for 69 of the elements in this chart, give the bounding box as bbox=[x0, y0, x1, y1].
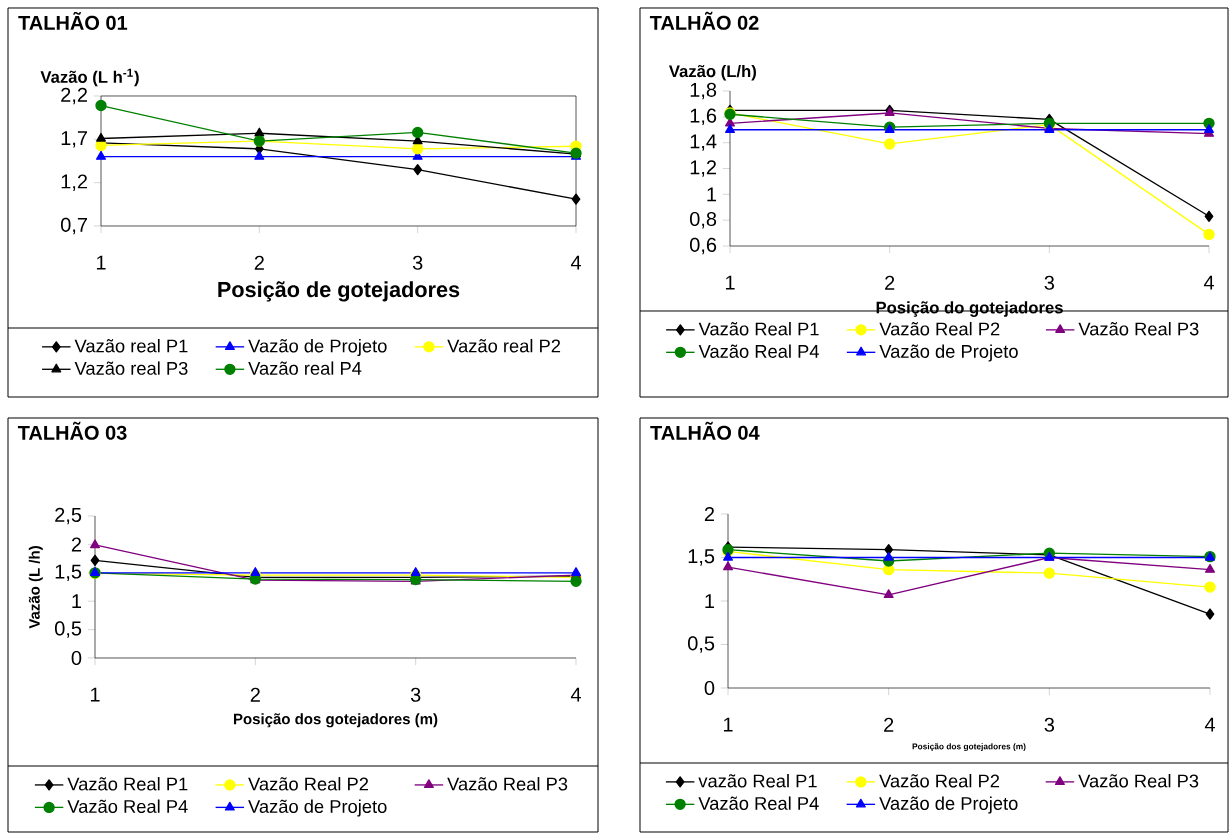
x-axis-title: Posição dos gotejadores (m) bbox=[233, 713, 438, 728]
x-tick-label: 3 bbox=[412, 255, 423, 270]
x-tick-label: 2 bbox=[885, 275, 895, 290]
legend-label: Vazão real P1 bbox=[74, 338, 188, 353]
y-tick-label: 0,5 bbox=[54, 621, 82, 638]
legend-label: vazão Real P1 bbox=[698, 774, 817, 788]
y-tick-label: 0,8 bbox=[689, 211, 717, 229]
chart-title: TALHÃO 02 bbox=[649, 11, 759, 30]
x-tick-label: 4 bbox=[1204, 717, 1215, 732]
y-tick-label: 0 bbox=[71, 650, 82, 666]
x-axis-title: Posição do gotejadores bbox=[876, 301, 1063, 317]
y-axis-title: Vazão (L h$^{-1}$) bbox=[40, 68, 139, 87]
x-tick-label: 3 bbox=[1044, 717, 1055, 732]
x-tick-label: 4 bbox=[1203, 275, 1214, 290]
legend-label: Vazão Real P4 bbox=[698, 796, 819, 810]
legend-label: Vazão Real P4 bbox=[67, 799, 188, 813]
x-tick-label: 1 bbox=[96, 255, 106, 270]
x-tick-label: 2 bbox=[254, 255, 264, 270]
y-axis-title: Vazão (L/h) bbox=[668, 64, 756, 81]
legend-label: Vazão real P2 bbox=[447, 338, 561, 353]
y-tick-label: 0 bbox=[704, 680, 715, 696]
legend-label: Vazão Real P3 bbox=[1078, 774, 1199, 788]
legend-label: Vazão Real P2 bbox=[248, 777, 369, 791]
y-tick-label: 1 bbox=[72, 594, 82, 609]
x-tick-label: 1 bbox=[725, 275, 735, 290]
y-tick-label: 1 bbox=[707, 187, 717, 202]
y-axis-title: Vazão (L /h) bbox=[28, 546, 43, 629]
y-tick-label: 1,6 bbox=[690, 108, 717, 126]
y-tick-label: 2 bbox=[71, 537, 81, 552]
x-tick-label: 4 bbox=[570, 255, 581, 270]
chart-title: TALHÃO 04 bbox=[650, 421, 760, 440]
y-tick-label: 1,4 bbox=[690, 134, 717, 151]
y-tick-label: 0,5 bbox=[687, 636, 715, 653]
y-tick-label: 2,5 bbox=[55, 507, 82, 525]
y-tick-label: 0,7 bbox=[60, 217, 87, 235]
y-tick-label: 1 bbox=[705, 594, 715, 608]
x-axis-title: Posição de gotejadores bbox=[218, 281, 460, 302]
chart-title: TALHÃO 01 bbox=[18, 11, 128, 30]
y-tick-label: 1,7 bbox=[61, 131, 87, 148]
y-tick-label: 1,5 bbox=[55, 564, 82, 581]
x-tick-label: 2 bbox=[250, 687, 260, 702]
chart-title: TALHÃO 03 bbox=[17, 421, 127, 440]
x-tick-label: 1 bbox=[723, 717, 733, 732]
x-tick-label: 3 bbox=[1044, 275, 1055, 290]
x-tick-label: 1 bbox=[90, 687, 100, 702]
legend-label: Vazão Real P3 bbox=[1078, 321, 1199, 336]
y-tick-label: 1,8 bbox=[690, 82, 717, 100]
y-tick-label: 2 bbox=[704, 507, 714, 521]
legend-label: Vazão Real P1 bbox=[67, 777, 188, 791]
y-tick-label: 1,2 bbox=[690, 160, 716, 177]
legend-label: Vazão Real P1 bbox=[698, 321, 819, 336]
legend-label: Vazão Real P4 bbox=[698, 344, 819, 358]
y-tick-label: 2,2 bbox=[61, 87, 87, 105]
y-tick-label: 1,5 bbox=[688, 549, 715, 566]
legend-label: Vazão Real P2 bbox=[879, 774, 1000, 788]
legend-label: Vazão real P3 bbox=[74, 361, 188, 375]
x-axis-title: Posição dos gotejadores (m) bbox=[912, 743, 1026, 752]
legend-label: Vazão de Projeto bbox=[879, 796, 1018, 814]
legend-label: Vazão de Projeto bbox=[248, 799, 387, 817]
y-tick-label: 0,6 bbox=[689, 237, 717, 255]
legend-label: Vazão de Projeto bbox=[879, 344, 1018, 362]
legend-label: Vazão Real P2 bbox=[879, 321, 1000, 336]
x-tick-label: 4 bbox=[570, 687, 581, 702]
legend-label: Vazão Real P3 bbox=[447, 777, 568, 791]
x-tick-label: 2 bbox=[884, 717, 894, 732]
y-tick-label: 1,2 bbox=[61, 174, 87, 191]
legend-label: Vazão real P4 bbox=[248, 361, 362, 375]
legend-label: Vazão de Projeto bbox=[248, 338, 387, 357]
x-tick-label: 3 bbox=[410, 687, 421, 702]
